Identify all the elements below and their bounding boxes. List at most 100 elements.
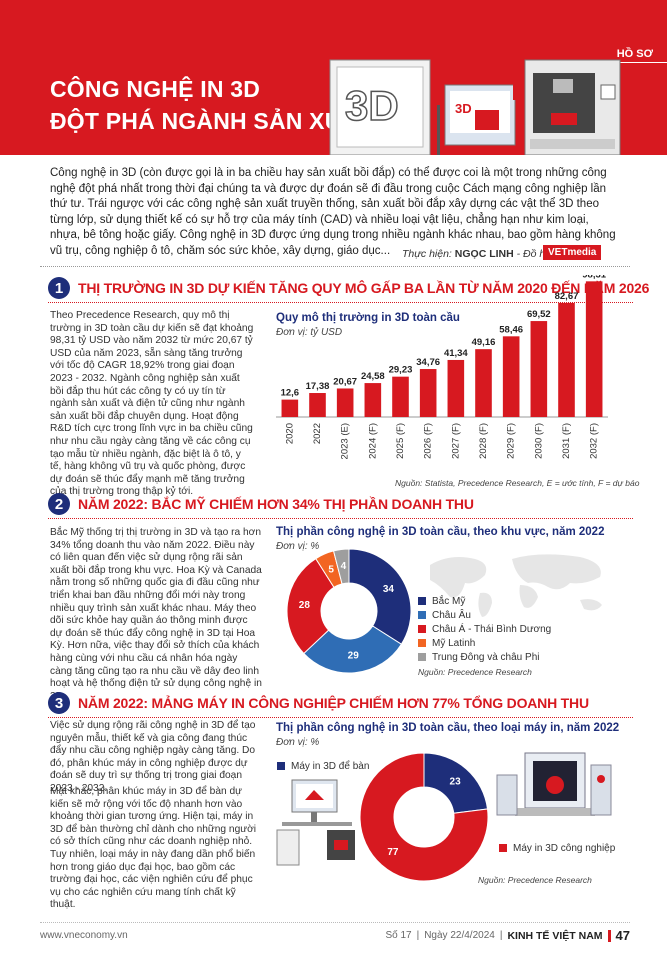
- industrial-printer-illustration: [496, 752, 612, 816]
- donut-value-label: 28: [299, 600, 311, 611]
- page-title-line1: CÔNG NGHỆ IN 3D: [50, 76, 261, 102]
- bar-category-label: 2032 (F): [589, 423, 600, 459]
- section-tag: HỒ SƠ: [616, 48, 653, 60]
- bar-2031 (F): [558, 302, 575, 417]
- bar-category-label: 2024 (F): [367, 423, 378, 459]
- legend-label: Máy in 3D công nghiệp: [513, 842, 616, 854]
- footer-sep-1: |: [416, 930, 420, 941]
- legend-label: Mỹ Latinh: [432, 637, 476, 649]
- bar-category-label: 2020: [284, 423, 295, 444]
- credit-author: NGỌC LINH: [454, 248, 514, 260]
- footer-info: Số 17 | Ngày 22/4/2024 | KINH TẾ VIỆT NA…: [380, 928, 630, 943]
- footer-website[interactable]: www.vneconomy.vn: [40, 930, 128, 941]
- svg-text:3D: 3D: [455, 101, 472, 116]
- donut-slice: [332, 548, 350, 585]
- bar-value-label: 34,76: [416, 357, 440, 368]
- bar-2030 (F): [530, 321, 548, 417]
- legend-item: Bắc Mỹ: [418, 594, 551, 608]
- bar-value-label: 12,6: [281, 388, 300, 399]
- credit-label-author: Thực hiện:: [402, 248, 452, 260]
- bar-category-label: 2023 (E): [340, 423, 351, 459]
- donut-slice: [359, 752, 489, 882]
- legend-item: Trung Đông và châu Phi: [418, 650, 551, 664]
- donut-value-label: 34: [383, 584, 395, 595]
- region-donut-chart: 34 29 28 5 4: [286, 548, 412, 674]
- bar-value-label: 82,67: [555, 291, 579, 302]
- legend-label: Châu Âu: [432, 609, 471, 621]
- section2-number: 2: [48, 493, 70, 515]
- bar-2023 (E): [336, 388, 354, 417]
- legend-swatch: [418, 639, 426, 647]
- printer-type-donut-chart: 23 77: [359, 752, 489, 882]
- page-title-line2: ĐỘT PHÁ NGÀNH SẢN XUẤT: [50, 108, 373, 134]
- bar-category-label: 2027 (F): [450, 423, 461, 459]
- bar-2026 (F): [419, 369, 437, 417]
- bar-2020: [281, 399, 299, 417]
- footer: www.vneconomy.vn Số 17 | Ngày 22/4/2024 …: [40, 928, 630, 944]
- bar-2025 (F): [392, 376, 409, 417]
- office-printer-illustration: [276, 779, 355, 866]
- chart2-title: Thị phần công nghệ in 3D toàn cầu, theo …: [276, 526, 605, 538]
- printer-legend-desktop: Máy in 3D để bàn: [277, 759, 369, 773]
- legend-swatch: [418, 653, 426, 661]
- footer-magazine: KINH TẾ VIỆT NAM: [507, 929, 603, 942]
- section3-heading: 3 NĂM 2022: MẢNG MÁY IN CÔNG NGHIỆP CHIẾ…: [48, 692, 589, 714]
- legend-label: Trung Đông và châu Phi: [432, 651, 540, 663]
- section3-title: NĂM 2022: MẢNG MÁY IN CÔNG NGHIỆP CHIẾM …: [78, 695, 589, 711]
- region-legend: Bắc Mỹ Châu Âu Châu Á - Thái Bình Dương Mỹ …: [418, 594, 551, 664]
- credit-line: Thực hiện: NGỌC LINH - Đồ họa:: [402, 248, 560, 260]
- bar-category-label: 2026 (F): [423, 423, 434, 459]
- legend-label: Bắc Mỹ: [432, 595, 466, 607]
- bar-value-label: 49,16: [472, 337, 496, 348]
- legend-label: Châu Á - Thái Bình Dương: [432, 623, 552, 635]
- legend-item: Châu Á - Thái Bình Dương: [418, 622, 551, 636]
- chart1-unit: Đơn vị: tỷ USD: [276, 327, 343, 338]
- footer-issue: Số 17: [385, 930, 412, 941]
- donut-slice: [286, 557, 335, 655]
- section3-text-1: Việc sử dụng rộng rãi công nghệ in 3D để…: [50, 720, 256, 794]
- footer-date: Ngày 22/4/2024: [424, 930, 495, 941]
- legend-item: Mỹ Latinh: [418, 636, 551, 650]
- tag-underline: [607, 62, 667, 63]
- footer-rule: [40, 922, 630, 923]
- bar-2028 (F): [475, 349, 492, 417]
- footer-accent: [607, 929, 611, 942]
- bar-value-label: 24,58: [361, 371, 385, 382]
- section2-rule: [48, 518, 633, 519]
- bar-value-label: 69,52: [527, 309, 551, 320]
- bar-category-label: 2030 (F): [533, 423, 544, 459]
- bar-category-label: 2028 (F): [478, 423, 489, 459]
- svg-text:3D: 3D: [345, 82, 399, 129]
- section3-text-2: Mặt khác, phân khúc máy in 3D để bàn dự …: [50, 786, 257, 911]
- bar-2032 (F): [585, 281, 603, 417]
- bar-2022: [309, 393, 326, 417]
- section2-text: Bắc Mỹ thống trị thị trường in 3D và tạo…: [50, 527, 262, 702]
- chart1-source: Nguồn: Statista, Precedence Research, E …: [395, 478, 640, 488]
- legend-swatch: [418, 597, 426, 605]
- bar-value-label: 29,23: [389, 365, 413, 376]
- world-map-illustration: [430, 554, 602, 617]
- bar-value-label: 17,38: [306, 381, 330, 392]
- bar-2029 (F): [502, 336, 520, 417]
- chart3-title: Thị phần công nghệ in 3D toàn cầu, theo …: [276, 722, 620, 734]
- page-number: 47: [615, 928, 630, 943]
- section2-heading: 2 NĂM 2022: BẮC MỸ CHIẾM HƠN 34% THỊ PHẦ…: [48, 493, 474, 515]
- donut-value-label: 29: [348, 650, 360, 661]
- section1-heading: 1 THỊ TRƯỜNG IN 3D DỰ KIẾN TĂNG QUY MÔ G…: [48, 277, 649, 299]
- bar-value-label: 41,34: [444, 348, 468, 359]
- brand-logo: VETmedia: [543, 245, 602, 260]
- chart3-source: Nguồn: Precedence Research: [478, 875, 592, 885]
- 3d-printer-illustration: 3D 3D: [329, 59, 621, 155]
- footer-sep-2: |: [499, 930, 503, 941]
- legend-swatch: [277, 762, 285, 770]
- bar-category-label: 2031 (F): [561, 423, 572, 459]
- bar-category-label: 2025 (F): [395, 423, 406, 459]
- bar-value-label: 58,46: [499, 324, 523, 335]
- donut-value-label: 23: [450, 776, 462, 787]
- header-banner: HỒ SƠ CÔNG NGHỆ IN 3D ĐỘT PHÁ NGÀNH SẢN …: [0, 0, 667, 155]
- divider: [40, 266, 630, 267]
- printer-legend-industrial: Máy in 3D công nghiệp: [499, 841, 615, 855]
- section1-text: Theo Precedence Research, quy mô thị trư…: [50, 310, 254, 498]
- bar-value-label: 20,67: [333, 376, 357, 387]
- section1-title: THỊ TRƯỜNG IN 3D DỰ KIẾN TĂNG QUY MÔ GẤP…: [78, 280, 650, 296]
